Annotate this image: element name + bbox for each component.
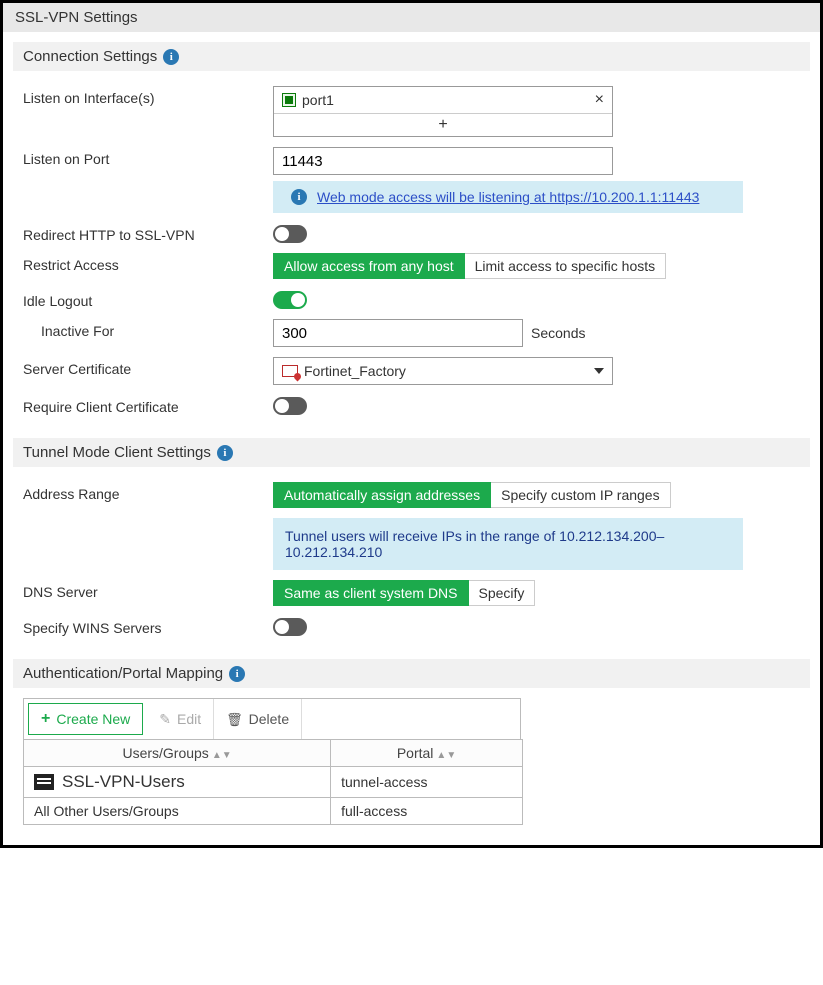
table-row[interactable]: SSL-VPN-Users tunnel-access bbox=[24, 767, 523, 798]
cert-label: Server Certificate bbox=[23, 357, 273, 377]
wins-toggle[interactable] bbox=[273, 618, 307, 636]
addr-option-custom[interactable]: Specify custom IP ranges bbox=[491, 482, 670, 508]
listen-interface-label: Listen on Interface(s) bbox=[23, 86, 273, 106]
info-icon: i bbox=[291, 189, 307, 205]
dns-option-specify[interactable]: Specify bbox=[469, 580, 536, 606]
portal-value: tunnel-access bbox=[331, 767, 523, 798]
info-icon[interactable]: i bbox=[217, 445, 233, 461]
create-new-button[interactable]: + Create New bbox=[28, 703, 143, 735]
table-row[interactable]: All Other Users/Groups full-access bbox=[24, 798, 523, 825]
dns-option-same[interactable]: Same as client system DNS bbox=[273, 580, 469, 606]
auth-table: Users/Groups▲▼ Portal▲▼ SSL-VPN-Users tun… bbox=[23, 739, 523, 825]
col-portal[interactable]: Portal▲▼ bbox=[331, 740, 523, 767]
portal-value: full-access bbox=[331, 798, 523, 825]
remove-interface-icon[interactable]: × bbox=[595, 91, 604, 109]
interface-icon bbox=[282, 93, 296, 107]
auth-toolbar: + Create New Edit Delete bbox=[23, 698, 521, 739]
restrict-option-any[interactable]: Allow access from any host bbox=[273, 253, 465, 279]
col-users[interactable]: Users/Groups▲▼ bbox=[24, 740, 331, 767]
port-info-link[interactable]: Web mode access will be listening at htt… bbox=[317, 189, 699, 205]
chevron-down-icon bbox=[594, 368, 604, 374]
group-icon bbox=[34, 774, 54, 790]
pencil-icon bbox=[159, 711, 171, 728]
trash-icon bbox=[226, 711, 243, 728]
restrict-option-specific[interactable]: Limit access to specific hosts bbox=[465, 253, 667, 279]
edit-button[interactable]: Edit bbox=[147, 699, 214, 739]
group-name: SSL-VPN-Users bbox=[62, 772, 185, 792]
auth-section-header: Authentication/Portal Mapping i bbox=[13, 659, 810, 688]
client-cert-toggle[interactable] bbox=[273, 397, 307, 415]
inactive-input[interactable] bbox=[273, 319, 523, 347]
dns-label: DNS Server bbox=[23, 580, 273, 600]
cert-select[interactable]: Fortinet_Factory bbox=[273, 357, 613, 385]
sort-icon: ▲▼ bbox=[436, 750, 456, 761]
info-icon[interactable]: i bbox=[229, 666, 245, 682]
dns-segmented[interactable]: Same as client system DNS Specify bbox=[273, 580, 535, 606]
cert-value: Fortinet_Factory bbox=[304, 363, 406, 379]
interface-value: port1 bbox=[302, 92, 334, 108]
wins-label: Specify WINS Servers bbox=[23, 616, 273, 636]
connection-section-header: Connection Settings i bbox=[13, 42, 810, 71]
restrict-label: Restrict Access bbox=[23, 253, 273, 273]
port-info-box: i Web mode access will be listening at h… bbox=[273, 181, 743, 213]
plus-icon: + bbox=[41, 710, 50, 728]
addr-range-segmented[interactable]: Automatically assign addresses Specify c… bbox=[273, 482, 671, 508]
client-cert-label: Require Client Certificate bbox=[23, 395, 273, 415]
inactive-unit: Seconds bbox=[531, 325, 585, 341]
tunnel-section-label: Tunnel Mode Client Settings bbox=[23, 444, 211, 461]
idle-toggle[interactable] bbox=[273, 291, 307, 309]
addr-info-box: Tunnel users will receive IPs in the ran… bbox=[273, 518, 743, 570]
port-input[interactable] bbox=[273, 147, 613, 175]
connection-section-label: Connection Settings bbox=[23, 48, 157, 65]
add-interface-button[interactable]: + bbox=[274, 113, 612, 136]
restrict-access-segmented[interactable]: Allow access from any host Limit access … bbox=[273, 253, 666, 279]
info-icon[interactable]: i bbox=[163, 49, 179, 65]
idle-label: Idle Logout bbox=[23, 289, 273, 309]
interface-selector[interactable]: port1 × + bbox=[273, 86, 613, 137]
delete-button[interactable]: Delete bbox=[214, 699, 302, 739]
listen-port-label: Listen on Port bbox=[23, 147, 273, 167]
group-name: All Other Users/Groups bbox=[34, 803, 179, 819]
redirect-label: Redirect HTTP to SSL-VPN bbox=[23, 223, 273, 243]
page-title: SSL-VPN Settings bbox=[3, 3, 820, 32]
auth-section-label: Authentication/Portal Mapping bbox=[23, 665, 223, 682]
addr-option-auto[interactable]: Automatically assign addresses bbox=[273, 482, 491, 508]
inactive-label: Inactive For bbox=[23, 319, 273, 339]
tunnel-section-header: Tunnel Mode Client Settings i bbox=[13, 438, 810, 467]
certificate-icon bbox=[282, 365, 298, 377]
sort-icon: ▲▼ bbox=[212, 750, 232, 761]
redirect-toggle[interactable] bbox=[273, 225, 307, 243]
addr-range-label: Address Range bbox=[23, 482, 273, 502]
